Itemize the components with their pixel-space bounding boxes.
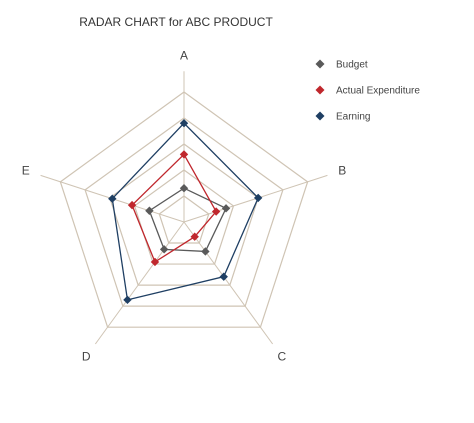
point-budget-a xyxy=(179,184,189,193)
series-line-actual-expenditure xyxy=(131,153,217,263)
legend-label-earning: Earning xyxy=(336,112,370,123)
point-earning-c xyxy=(219,272,228,281)
series-line-budget xyxy=(148,187,227,253)
axis-label-d: D xyxy=(82,350,91,364)
legend-marker-earning xyxy=(315,111,325,121)
legend-marker-actual-expenditure xyxy=(315,85,325,95)
axis-label-b: B xyxy=(338,164,346,178)
point-actual-expenditure-d xyxy=(150,257,160,267)
radar-grid xyxy=(59,91,309,328)
point-actual-expenditure-c xyxy=(190,232,199,241)
series-line-earning xyxy=(111,122,259,301)
axis-labels: A B C D E xyxy=(22,49,347,364)
legend-label-budget: Budget xyxy=(336,60,368,71)
axis-spoke-c xyxy=(183,221,274,345)
legend-label-actual-expenditure: Actual Expenditure xyxy=(336,86,420,97)
point-budget-b xyxy=(221,204,231,213)
grid-ring-2 xyxy=(133,169,235,265)
grid-ring-4 xyxy=(84,117,284,307)
point-budget-d xyxy=(159,245,169,254)
axis-spoke-d xyxy=(94,221,185,345)
axis-label-c: C xyxy=(277,350,286,364)
axis-label-e: E xyxy=(22,164,30,178)
axis-label-a: A xyxy=(180,49,188,63)
point-earning-b xyxy=(253,193,263,203)
point-actual-expenditure-a xyxy=(179,150,189,159)
grid-ring-5 xyxy=(59,91,309,328)
legend-marker-budget xyxy=(315,59,325,69)
radar-axes xyxy=(40,71,328,345)
radar-series xyxy=(108,119,263,305)
legend: Budget Actual Expenditure Earning xyxy=(315,59,420,123)
point-earning-a xyxy=(179,119,189,128)
point-actual-expenditure-e xyxy=(127,200,137,210)
point-earning-d xyxy=(123,295,132,305)
point-budget-c xyxy=(201,247,210,256)
point-actual-expenditure-b xyxy=(211,207,221,216)
chart-title: RADAR CHART for ABC PRODUCT xyxy=(79,15,273,29)
point-earning-e xyxy=(108,194,117,203)
point-budget-e xyxy=(145,206,154,215)
